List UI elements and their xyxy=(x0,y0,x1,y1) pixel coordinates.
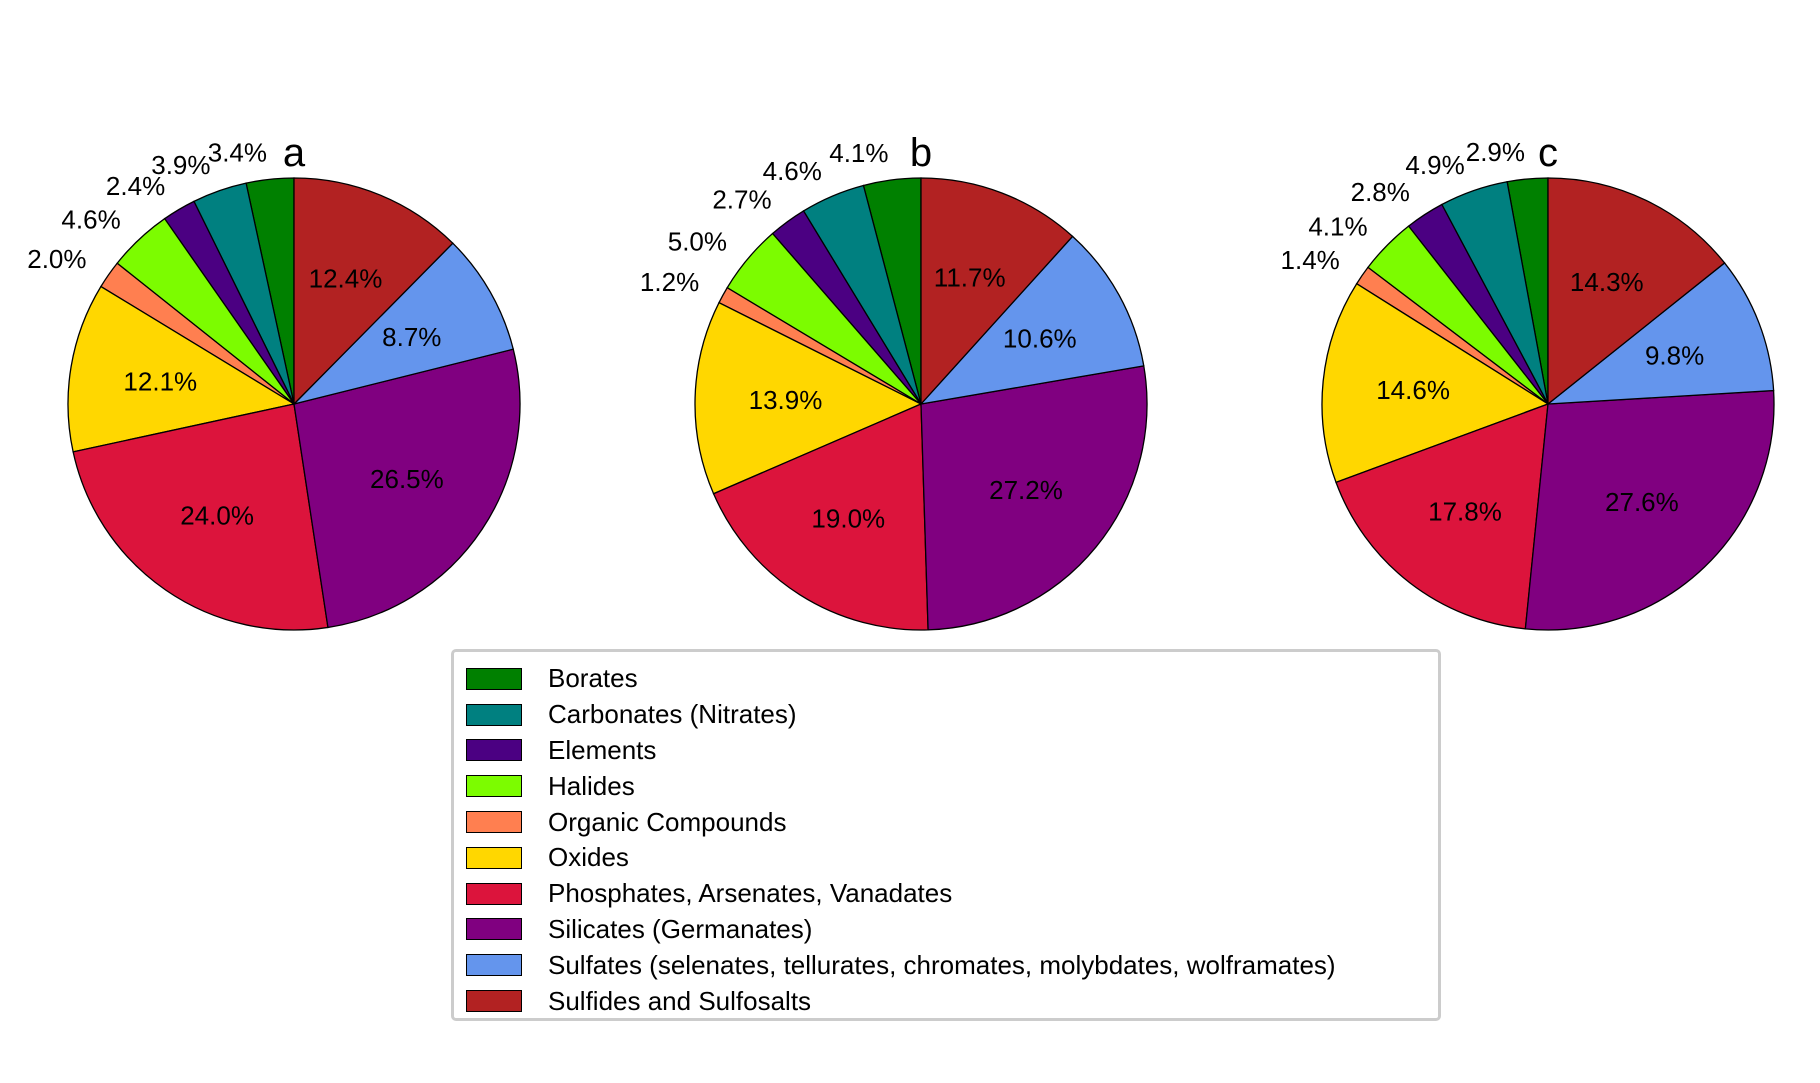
slice-label-oxides: 14.6% xyxy=(1376,375,1450,405)
pie-slice-silicates xyxy=(920,365,1148,631)
slice-label-borates: 3.4% xyxy=(208,137,267,167)
legend-label: Halides xyxy=(548,770,635,801)
pie-slice-sulfates xyxy=(919,235,1145,405)
legend-swatch xyxy=(466,811,522,834)
pie-slice-silicates xyxy=(1524,389,1775,631)
slice-label-phosphates: 19.0% xyxy=(811,504,885,534)
legend-item: Silicates (Germanates) xyxy=(466,912,1438,948)
legend-swatch xyxy=(466,918,522,941)
slice-label-oxides: 13.9% xyxy=(749,385,823,415)
slice-label-phosphates: 24.0% xyxy=(180,501,254,531)
legend-label: Carbonates (Nitrates) xyxy=(548,699,797,730)
legend-swatch xyxy=(466,775,522,798)
pie-title: b xyxy=(910,131,932,175)
slice-label-elements: 2.7% xyxy=(712,185,771,215)
slice-label-silicates: 27.6% xyxy=(1605,487,1679,517)
legend-label: Organic Compounds xyxy=(548,806,787,837)
slice-label-sulfides: 14.3% xyxy=(1570,267,1644,297)
slice-label-carbonates: 4.9% xyxy=(1405,150,1464,180)
slice-label-halides: 4.1% xyxy=(1308,211,1367,241)
legend: Borates Carbonates (Nitrates) Elements H… xyxy=(451,649,1441,1021)
legend-item: Phosphates, Arsenates, Vanadates xyxy=(466,876,1438,912)
slice-label-sulfates: 9.8% xyxy=(1645,340,1704,370)
pie-slice-sulfates xyxy=(1545,262,1775,405)
pie-slice-phosphates xyxy=(72,403,329,631)
pie-slice-sulfides xyxy=(1547,177,1726,406)
legend-label: Phosphates, Arsenates, Vanadates xyxy=(548,878,953,909)
legend-item: Elements xyxy=(466,733,1438,769)
legend-item: Sulfides and Sulfosalts xyxy=(466,983,1438,1019)
pie-slice-silicates xyxy=(293,348,521,629)
slice-label-borates: 2.9% xyxy=(1466,137,1525,167)
legend-swatch xyxy=(466,667,522,690)
pie-chart-a: a 3.4%3.9%2.4% 4.6% 2.0% 12.1% 24.0% 26.5% 8.7%… xyxy=(27,131,521,631)
pie-chart-c: c 2.9%4.9%2.8% 4.1% 1.4% 14.6% 17.8% 27.6% 9.8%… xyxy=(1281,131,1775,631)
legend-swatch xyxy=(466,882,522,905)
slice-label-carbonates: 4.6% xyxy=(763,156,822,186)
slice-label-phosphates: 17.8% xyxy=(1428,496,1502,526)
pie-slice-oxides xyxy=(1321,282,1550,484)
legend-item: Organic Compounds xyxy=(466,804,1438,840)
slice-label-halides: 5.0% xyxy=(668,226,727,256)
pie-slice-sulfides xyxy=(920,177,1074,406)
slice-label-sulfides: 11.7% xyxy=(934,263,1006,293)
legend-label: Sulfates (selenates, tellurates, chromat… xyxy=(548,949,1336,980)
legend-item: Borates xyxy=(466,661,1438,697)
legend-swatch xyxy=(466,846,522,869)
pie-title: a xyxy=(283,131,306,175)
slice-label-elements: 2.4% xyxy=(106,171,165,201)
legend-swatch xyxy=(466,739,522,762)
legend-label: Silicates (Germanates) xyxy=(548,913,813,944)
legend-swatch xyxy=(466,954,522,977)
slice-label-sulfates: 8.7% xyxy=(382,322,441,352)
pie-slice-oxides xyxy=(67,285,296,453)
slice-label-carbonates: 3.9% xyxy=(151,150,210,180)
legend-label: Oxides xyxy=(548,842,629,873)
pie-chart-b: b 4.1%4.6%2.7% 5.0% 1.2% 13.9% 19.0% 27.2% 10.6… xyxy=(640,131,1148,631)
pie-slice-sulfides xyxy=(293,177,454,406)
legend-label: Sulfides and Sulfosalts xyxy=(548,985,812,1016)
slice-label-halides: 4.6% xyxy=(61,205,120,235)
legend-label: Elements xyxy=(548,734,657,765)
slice-label-sulfates: 10.6% xyxy=(1003,324,1077,354)
slice-label-organic-compounds: 2.0% xyxy=(27,244,86,274)
legend-swatch xyxy=(466,990,522,1013)
pie-slice-phosphates xyxy=(1335,403,1549,630)
slice-label-silicates: 27.2% xyxy=(989,475,1063,505)
legend-label: Borates xyxy=(548,663,638,694)
pie-slice-oxides xyxy=(694,301,923,495)
legend-item: Oxides xyxy=(466,840,1438,876)
slice-label-elements: 2.8% xyxy=(1351,177,1410,207)
legend-swatch xyxy=(466,703,522,726)
legend-item: Sulfates (selenates, tellurates, chromat… xyxy=(466,947,1438,983)
pie-title: c xyxy=(1538,131,1558,175)
slice-label-silicates: 26.5% xyxy=(370,464,444,494)
legend-item: Halides xyxy=(466,768,1438,804)
slice-label-organic-compounds: 1.4% xyxy=(1281,245,1340,275)
pie-slice-sulfates xyxy=(291,242,515,406)
legend-item: Carbonates (Nitrates) xyxy=(466,697,1438,733)
pie-slice-phosphates xyxy=(712,403,929,631)
slice-label-borates: 4.1% xyxy=(829,138,888,168)
slice-label-sulfides: 12.4% xyxy=(309,264,383,294)
slice-label-organic-compounds: 1.2% xyxy=(640,267,699,297)
slice-label-oxides: 12.1% xyxy=(123,367,197,397)
